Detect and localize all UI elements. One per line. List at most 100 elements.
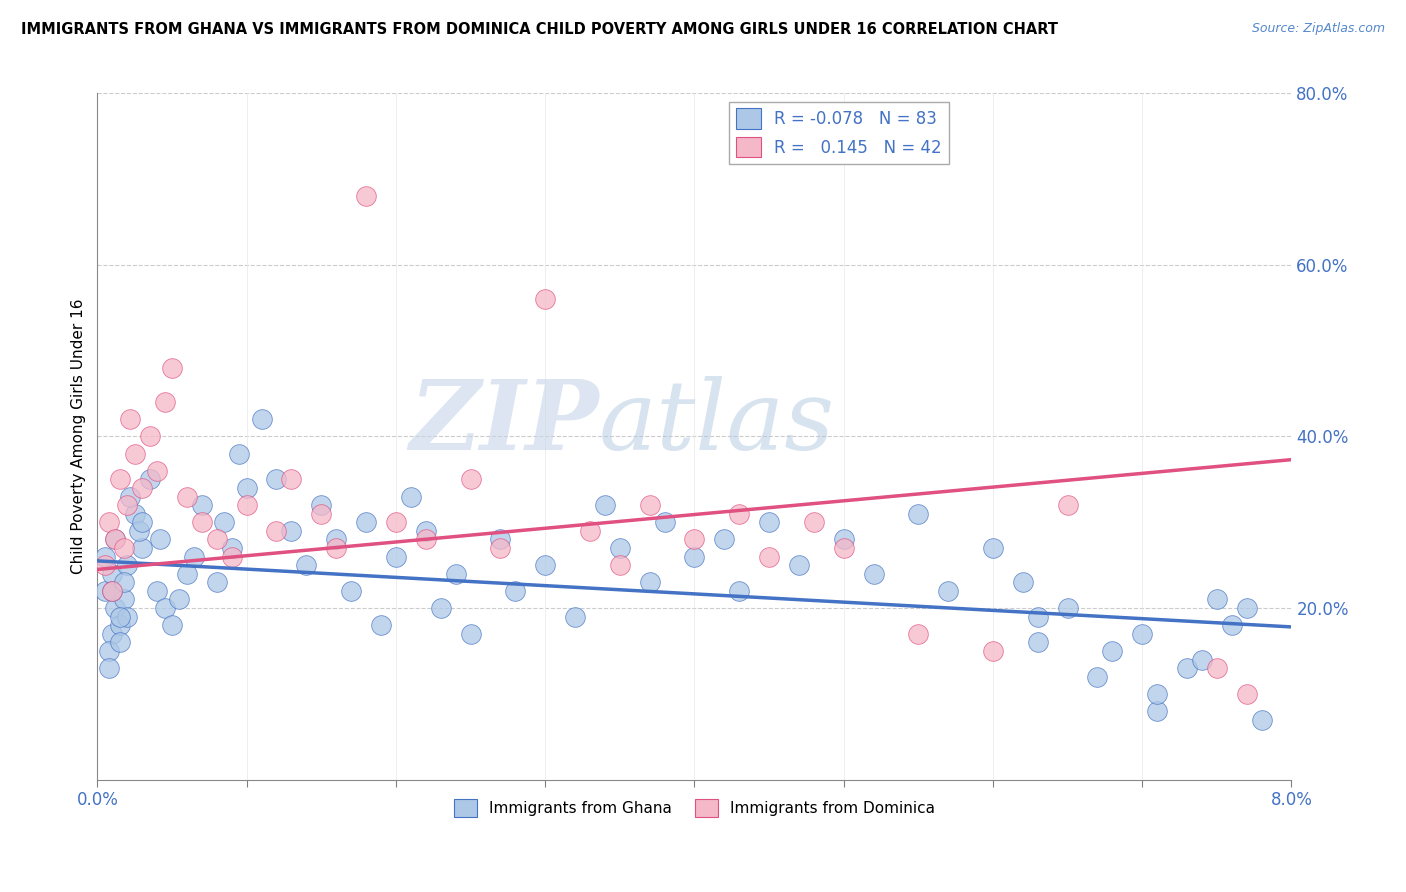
- Text: ZIP: ZIP: [409, 376, 599, 470]
- Point: [228, 447, 250, 461]
- Point: [832, 541, 855, 555]
- Point: [936, 583, 959, 598]
- Point: [104, 533, 127, 547]
- Point: [340, 583, 363, 598]
- Point: [713, 533, 735, 547]
- Point: [146, 583, 169, 598]
- Point: [503, 583, 526, 598]
- Point: [579, 524, 602, 538]
- Point: [176, 490, 198, 504]
- Point: [280, 472, 302, 486]
- Point: [325, 541, 347, 555]
- Point: [101, 583, 124, 598]
- Point: [266, 472, 288, 486]
- Point: [1191, 652, 1213, 666]
- Point: [176, 566, 198, 581]
- Point: [138, 429, 160, 443]
- Point: [115, 609, 138, 624]
- Point: [1250, 713, 1272, 727]
- Point: [295, 558, 318, 573]
- Point: [1146, 687, 1168, 701]
- Point: [325, 533, 347, 547]
- Point: [981, 644, 1004, 658]
- Point: [1205, 592, 1227, 607]
- Point: [280, 524, 302, 538]
- Point: [370, 618, 392, 632]
- Point: [758, 515, 780, 529]
- Point: [112, 575, 135, 590]
- Point: [101, 566, 124, 581]
- Point: [415, 533, 437, 547]
- Point: [108, 618, 131, 632]
- Point: [862, 566, 884, 581]
- Point: [460, 627, 482, 641]
- Point: [787, 558, 810, 573]
- Point: [489, 533, 512, 547]
- Point: [609, 541, 631, 555]
- Point: [728, 507, 751, 521]
- Point: [564, 609, 586, 624]
- Point: [1220, 618, 1243, 632]
- Point: [1011, 575, 1033, 590]
- Point: [131, 481, 153, 495]
- Point: [101, 583, 124, 598]
- Point: [1026, 609, 1049, 624]
- Text: Source: ZipAtlas.com: Source: ZipAtlas.com: [1251, 22, 1385, 36]
- Point: [1236, 687, 1258, 701]
- Point: [98, 515, 121, 529]
- Point: [758, 549, 780, 564]
- Point: [160, 360, 183, 375]
- Point: [1026, 635, 1049, 649]
- Point: [108, 609, 131, 624]
- Text: atlas: atlas: [599, 376, 835, 470]
- Point: [907, 507, 929, 521]
- Point: [112, 541, 135, 555]
- Point: [1130, 627, 1153, 641]
- Point: [104, 533, 127, 547]
- Point: [1236, 601, 1258, 615]
- Point: [153, 395, 176, 409]
- Point: [489, 541, 512, 555]
- Point: [98, 661, 121, 675]
- Point: [131, 541, 153, 555]
- Point: [683, 533, 706, 547]
- Point: [399, 490, 422, 504]
- Point: [309, 498, 332, 512]
- Point: [221, 541, 243, 555]
- Point: [120, 490, 142, 504]
- Point: [104, 601, 127, 615]
- Point: [385, 515, 408, 529]
- Point: [429, 601, 451, 615]
- Text: IMMIGRANTS FROM GHANA VS IMMIGRANTS FROM DOMINICA CHILD POVERTY AMONG GIRLS UNDE: IMMIGRANTS FROM GHANA VS IMMIGRANTS FROM…: [21, 22, 1059, 37]
- Point: [98, 644, 121, 658]
- Point: [191, 498, 214, 512]
- Point: [444, 566, 467, 581]
- Point: [146, 464, 169, 478]
- Point: [124, 507, 146, 521]
- Point: [609, 558, 631, 573]
- Point: [94, 583, 117, 598]
- Point: [120, 412, 142, 426]
- Point: [108, 472, 131, 486]
- Point: [534, 558, 557, 573]
- Point: [354, 515, 377, 529]
- Point: [108, 635, 131, 649]
- Point: [1056, 601, 1078, 615]
- Y-axis label: Child Poverty Among Girls Under 16: Child Poverty Among Girls Under 16: [72, 299, 86, 574]
- Point: [907, 627, 929, 641]
- Point: [221, 549, 243, 564]
- Point: [803, 515, 825, 529]
- Legend: Immigrants from Ghana, Immigrants from Dominica: Immigrants from Ghana, Immigrants from D…: [447, 793, 941, 823]
- Point: [250, 412, 273, 426]
- Point: [115, 498, 138, 512]
- Point: [183, 549, 205, 564]
- Point: [94, 558, 117, 573]
- Point: [266, 524, 288, 538]
- Point: [124, 447, 146, 461]
- Point: [112, 592, 135, 607]
- Point: [169, 592, 191, 607]
- Point: [115, 558, 138, 573]
- Point: [638, 498, 661, 512]
- Point: [385, 549, 408, 564]
- Point: [131, 515, 153, 529]
